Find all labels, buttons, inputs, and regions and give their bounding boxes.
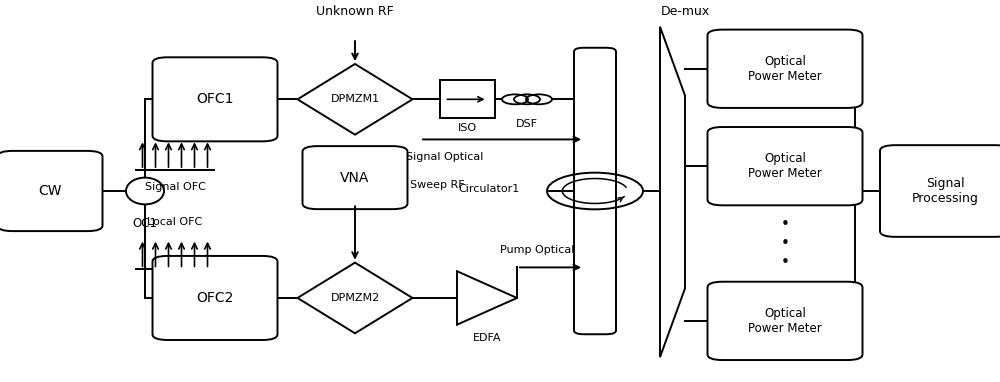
- Text: Signal OFC: Signal OFC: [145, 182, 205, 192]
- Polygon shape: [298, 263, 413, 333]
- Text: CW: CW: [38, 184, 62, 198]
- FancyBboxPatch shape: [574, 48, 616, 334]
- Text: OFC2: OFC2: [196, 291, 234, 305]
- Ellipse shape: [126, 178, 164, 204]
- Polygon shape: [298, 64, 413, 134]
- FancyBboxPatch shape: [708, 30, 862, 108]
- Text: OFC1: OFC1: [196, 92, 234, 106]
- Polygon shape: [660, 27, 685, 357]
- Text: Signal
Processing: Signal Processing: [912, 177, 978, 205]
- Text: Optical
Power Meter: Optical Power Meter: [748, 55, 822, 83]
- Text: Optical
Power Meter: Optical Power Meter: [748, 307, 822, 335]
- Text: OC1: OC1: [132, 217, 158, 230]
- Text: Optical
Power Meter: Optical Power Meter: [748, 152, 822, 180]
- Text: Sweep RF: Sweep RF: [410, 180, 465, 190]
- Text: Signal Optical: Signal Optical: [406, 152, 484, 162]
- FancyBboxPatch shape: [152, 57, 277, 141]
- Polygon shape: [440, 80, 495, 118]
- FancyBboxPatch shape: [152, 256, 277, 340]
- Text: DSF: DSF: [516, 119, 538, 129]
- FancyBboxPatch shape: [708, 127, 862, 206]
- Text: EDFA: EDFA: [473, 333, 501, 343]
- FancyBboxPatch shape: [708, 282, 862, 360]
- Text: DPMZM2: DPMZM2: [330, 293, 380, 303]
- Text: Unknown RF: Unknown RF: [316, 5, 394, 18]
- Text: Pump Optical: Pump Optical: [500, 245, 574, 255]
- Text: Circulator1: Circulator1: [459, 184, 520, 194]
- Text: De-mux: De-mux: [660, 5, 710, 18]
- FancyBboxPatch shape: [302, 146, 408, 209]
- Polygon shape: [457, 271, 517, 325]
- Text: VNA: VNA: [340, 171, 370, 185]
- Text: ISO: ISO: [457, 123, 477, 133]
- FancyBboxPatch shape: [880, 145, 1000, 237]
- Text: •
•
•: • • •: [781, 217, 789, 270]
- Text: DPMZM1: DPMZM1: [330, 94, 380, 104]
- FancyBboxPatch shape: [0, 151, 103, 231]
- Text: Local OFC: Local OFC: [147, 217, 203, 227]
